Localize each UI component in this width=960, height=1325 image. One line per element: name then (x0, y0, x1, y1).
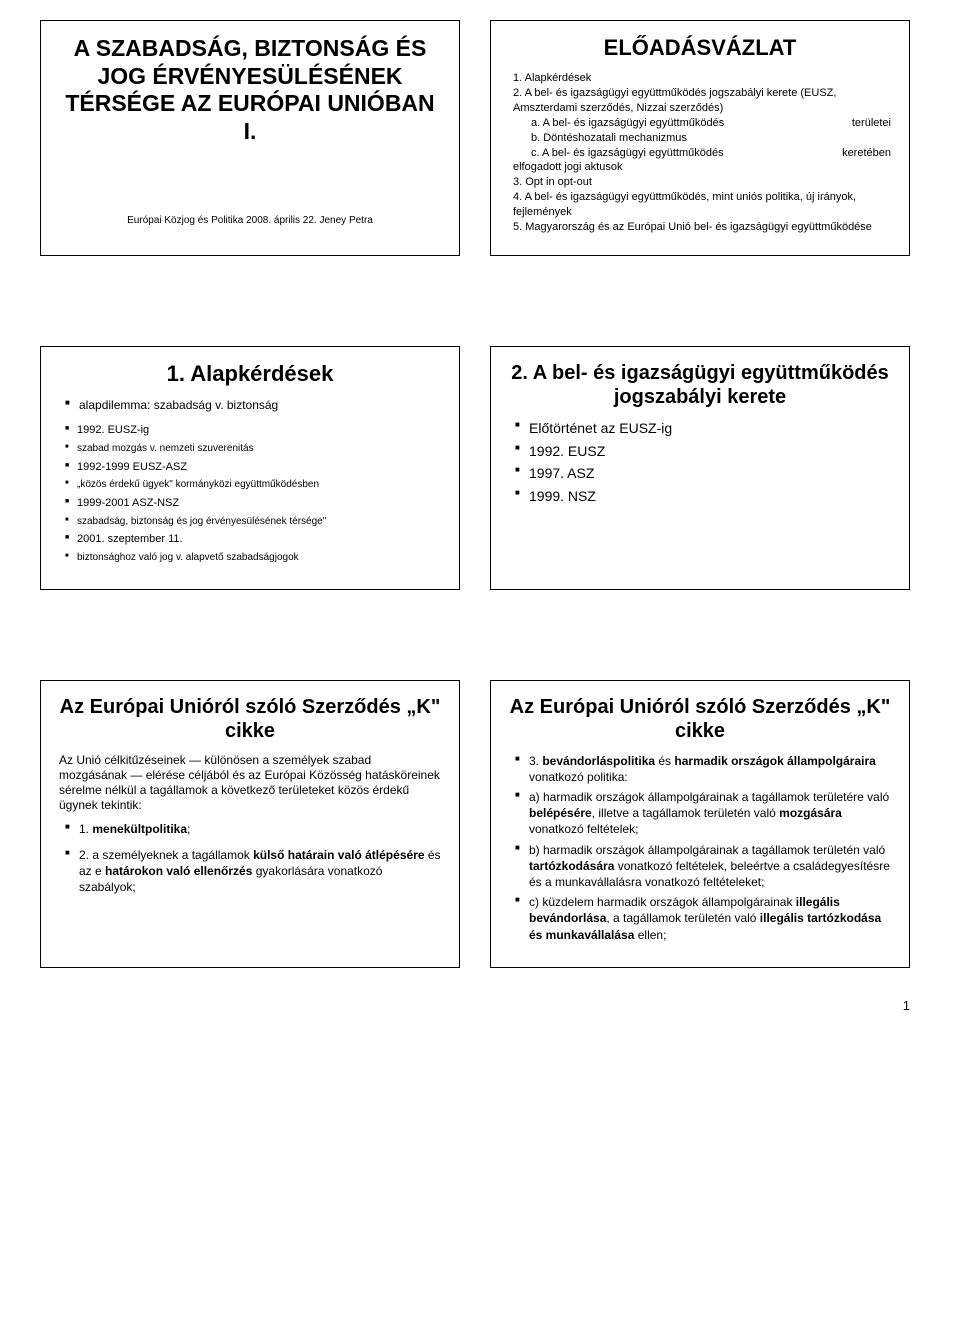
slide2-item2a: a. A bel- és igazságügyi együttműködéste… (513, 116, 891, 131)
slide6-list: 3. bevándorláspolitika és harmadik orszá… (509, 753, 891, 943)
slide5-title: Az Európai Unióról szóló Szerződés „K" c… (59, 695, 441, 743)
slide1-title: A SZABADSÁG, BIZTONSÁG ÉS JOG ÉRVÉNYESÜL… (59, 35, 441, 145)
slide-row-1: A SZABADSÁG, BIZTONSÁG ÉS JOG ÉRVÉNYESÜL… (40, 20, 920, 256)
slide2-item2: 2. A bel- és igazságügyi együttműködés j… (513, 86, 891, 116)
slide6-b3: b) harmadik országok állampolgárainak a … (515, 842, 891, 891)
slide-4: 2. A bel- és igazságügyi együttműködés j… (490, 346, 910, 590)
slide2-item5: 5. Magyarország és az Európai Unió bel- … (513, 220, 891, 235)
slide3-list-n1: 1992. EUSZ-ig (59, 423, 441, 438)
slide4-list: Előtörténet az EUSZ-ig 1992. EUSZ 1997. … (509, 419, 891, 507)
slide2-item3: 3. Opt in opt-out (513, 175, 891, 190)
slide3-b1: alapdilemma: szabadság v. biztonság (65, 397, 441, 413)
slide6-b4: c) küzdelem harmadik országok állampolgá… (515, 894, 891, 943)
slide2-item2c-cont: elfogadott jogi aktusok (513, 160, 891, 175)
slide4-b1: Előtörténet az EUSZ-ig (515, 419, 891, 438)
slide2-item4: 4. A bel- és igazságügyi együttműködés, … (513, 190, 891, 220)
slide2-list: 1. Alapkérdések 2. A bel- és igazságügyi… (509, 71, 891, 234)
slide-row-3: Az Európai Unióról szóló Szerződés „K" c… (40, 680, 920, 968)
slide5-b2: 2. a személyeknek a tagállamok külső hat… (65, 847, 441, 896)
slide2-item2c: c. A bel- és igazságügyi együttműködéske… (513, 146, 891, 161)
slide3-b2a: szabad mozgás v. nemzeti szuverenitás (65, 442, 441, 456)
slide-5: Az Európai Unióról szóló Szerződés „K" c… (40, 680, 460, 968)
slide-6: Az Európai Unióról szóló Szerződés „K" c… (490, 680, 910, 968)
slide6-b1: 3. bevándorláspolitika és harmadik orszá… (515, 753, 891, 785)
slide-1: A SZABADSÁG, BIZTONSÁG ÉS JOG ÉRVÉNYESÜL… (40, 20, 460, 256)
slide2-title: ELŐADÁSVÁZLAT (509, 35, 891, 61)
slide3-title: 1. Alapkérdések (59, 361, 441, 387)
slide4-b2: 1992. EUSZ (515, 442, 891, 461)
slide2-item1: 1. Alapkérdések (513, 71, 891, 86)
slide3-b5a: biztonsághoz való jog v. alapvető szabad… (65, 551, 441, 565)
slide1-subtitle: Európai Közjog és Politika 2008. április… (59, 215, 441, 226)
slide3-list: alapdilemma: szabadság v. biztonság (59, 397, 441, 413)
slide3-b3: 1992-1999 EUSZ-ASZ (65, 460, 441, 475)
slide4-b3: 1997. ASZ (515, 464, 891, 483)
slide-2: ELŐADÁSVÁZLAT 1. Alapkérdések 2. A bel- … (490, 20, 910, 256)
slide-row-2: 1. Alapkérdések alapdilemma: szabadság v… (40, 346, 920, 590)
slide6-b2: a) harmadik országok állampolgárainak a … (515, 789, 891, 838)
slide6-title: Az Európai Unióról szóló Szerződés „K" c… (509, 695, 891, 743)
slide5-b1: 1. menekültpolitika; (65, 821, 441, 837)
slide3-b2: 1992. EUSZ-ig (65, 423, 441, 438)
slide3-b4a: szabadság, biztonság és jog érvényesülés… (65, 515, 441, 529)
slide5-intro: Az Unió célkitűzéseinek — különösen a sz… (59, 753, 441, 813)
slide5-list: 1. menekültpolitika; (59, 821, 441, 837)
slide3-b5: 2001. szeptember 11. (65, 532, 441, 547)
slide4-title: 2. A bel- és igazságügyi együttműködés j… (509, 361, 891, 409)
page-number: 1 (40, 998, 920, 1013)
slide4-b4: 1999. NSZ (515, 487, 891, 506)
slide2-item2b: b. Döntéshozatali mechanizmus (513, 131, 891, 146)
slide3-b3a: „közös érdekű ügyek" kormányközi együttm… (65, 478, 441, 492)
slide3-b4: 1999-2001 ASZ-NSZ (65, 496, 441, 511)
slide-3: 1. Alapkérdések alapdilemma: szabadság v… (40, 346, 460, 590)
